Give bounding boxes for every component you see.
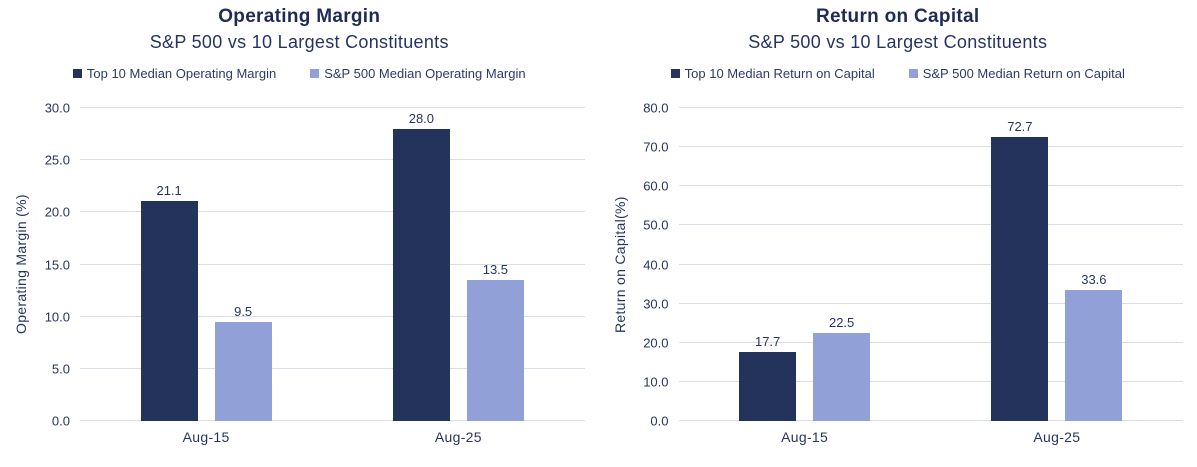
bar: 72.7 — [991, 119, 1049, 421]
plot-area: 0.0 10.0 20.0 30.0 40.0 50.0 60.0 70.0 80.0 17.7 2… — [643, 101, 1184, 429]
y-axis-tick-label: 70.0 — [643, 139, 669, 155]
chart-subtitle: S&P 500 vs 10 Largest Constituents — [149, 32, 449, 52]
data-label: 33.6 — [1081, 271, 1107, 287]
gridline — [80, 263, 585, 265]
data-label: 17.7 — [754, 333, 781, 349]
y-axis-tick-label: 60.0 — [643, 178, 669, 194]
x-axis-category-label: Aug-25 — [1033, 429, 1081, 445]
y-axis-tick-label: 5.0 — [51, 361, 70, 377]
category-group: 21.1 9.5 — [80, 108, 332, 421]
plot-row: Operating Margin (%) 0.0 5.0 10.0 15.0 20.0 2… — [10, 101, 589, 429]
chart-title: Return on Capital — [816, 6, 980, 27]
y-axis-tick-label: 80.0 — [643, 100, 669, 116]
y-axis-tick-label: 50.0 — [643, 217, 669, 233]
chart-title: Operating Margin — [218, 6, 381, 27]
gridline — [80, 315, 585, 317]
category-group: 17.7 22.5 — [679, 108, 931, 421]
legend-label: Top 10 Median Operating Margin — [86, 66, 277, 81]
data-label: 13.5 — [482, 262, 509, 278]
gridline — [678, 420, 1183, 421]
y-axis-tick-label: 40.0 — [643, 257, 669, 272]
y-axis-tick-label: 10.0 — [44, 309, 70, 325]
gridline — [678, 263, 1183, 265]
bar: 22.5 — [813, 315, 871, 421]
gridline — [80, 107, 585, 108]
gridline — [80, 211, 585, 213]
chart-subtitle: S&P 500 vs 10 Largest Constituents — [748, 32, 1048, 52]
data-label: 22.5 — [828, 314, 855, 330]
gridline — [678, 302, 1183, 304]
gridline — [678, 380, 1183, 382]
y-axis-tick-label: 0.0 — [51, 413, 70, 429]
bar: 21.1 — [140, 183, 198, 421]
legend-swatch-icon — [670, 69, 680, 78]
bar: 28.0 — [392, 111, 450, 421]
legend-item-sp500: S&P 500 Median Return on Capital — [908, 66, 1125, 81]
y-axis-tick-label: 25.0 — [44, 152, 70, 168]
category-group: 28.0 13.5 — [332, 108, 584, 421]
bar-groups: 17.7 22.5 72.7 33.6 — [679, 108, 1184, 421]
x-axis-labels: Aug-15 Aug-25 — [679, 421, 1184, 445]
legend-label: S&P 500 Median Return on Capital — [922, 66, 1125, 81]
category-group: 72.7 33.6 — [931, 108, 1183, 421]
y-axis-tick-label: 20.0 — [643, 335, 669, 351]
chart-legend: Top 10 Median Return on Capital S&P 500 … — [609, 66, 1188, 81]
y-axis-title: Operating Margin (%) — [13, 194, 29, 335]
legend-label: Top 10 Median Return on Capital — [684, 66, 875, 81]
y-axis-tick-label: 10.0 — [643, 374, 669, 390]
data-label: 9.5 — [234, 303, 253, 319]
plot-area: 0.0 5.0 10.0 15.0 20.0 25.0 30.0 21.1 9.5 28.0 13.… — [45, 101, 585, 429]
gridline — [80, 159, 585, 161]
legend-swatch-icon — [310, 69, 320, 78]
legend-item-top10: Top 10 Median Return on Capital — [670, 66, 875, 81]
legend-label: S&P 500 Median Operating Margin — [324, 66, 526, 81]
y-axis-title: Return on Capital(%) — [611, 196, 628, 333]
x-axis-category-label: Aug-25 — [434, 429, 482, 445]
gridline — [678, 185, 1183, 187]
gridline — [678, 341, 1183, 343]
gridline — [678, 224, 1183, 226]
plot-row: Return on Capital(%) 0.0 10.0 20.0 30.0 40.0… — [609, 101, 1188, 429]
bar: 33.6 — [1065, 272, 1123, 421]
bar-groups: 21.1 9.5 28.0 13.5 — [80, 108, 585, 421]
legend-swatch-icon — [72, 69, 82, 78]
chart-legend: Top 10 Median Operating Margin S&P 500 M… — [10, 66, 589, 81]
return-on-capital-chart: Return on Capital S&P 500 vs 10 Largest … — [599, 0, 1197, 467]
y-axis-tick-label: 0.0 — [650, 413, 669, 429]
y-axis-tick-label: 15.0 — [44, 257, 70, 272]
y-axis-tick-label: 30.0 — [643, 296, 669, 312]
x-axis-category-label: Aug-15 — [781, 429, 829, 445]
legend-item-sp500: S&P 500 Median Operating Margin — [310, 66, 526, 81]
x-axis-category-label: Aug-15 — [182, 429, 230, 445]
bar: 13.5 — [466, 262, 524, 421]
legend-item-top10: Top 10 Median Operating Margin — [72, 66, 277, 81]
y-axis-tick-label: 30.0 — [44, 100, 70, 116]
legend-swatch-icon — [908, 69, 918, 78]
gridline — [80, 420, 585, 421]
x-axis-labels: Aug-15 Aug-25 — [80, 421, 585, 445]
data-label: 28.0 — [408, 110, 435, 126]
gridline — [678, 107, 1183, 108]
y-axis-tick-label: 20.0 — [44, 204, 70, 220]
gridline — [678, 146, 1183, 148]
operating-margin-chart: Operating Margin S&P 500 vs 10 Largest C… — [10, 6, 589, 445]
bar: 17.7 — [739, 334, 797, 421]
data-label: 72.7 — [1007, 118, 1033, 134]
bar: 9.5 — [214, 304, 272, 421]
data-label: 21.1 — [156, 182, 182, 198]
gridline — [80, 367, 585, 369]
